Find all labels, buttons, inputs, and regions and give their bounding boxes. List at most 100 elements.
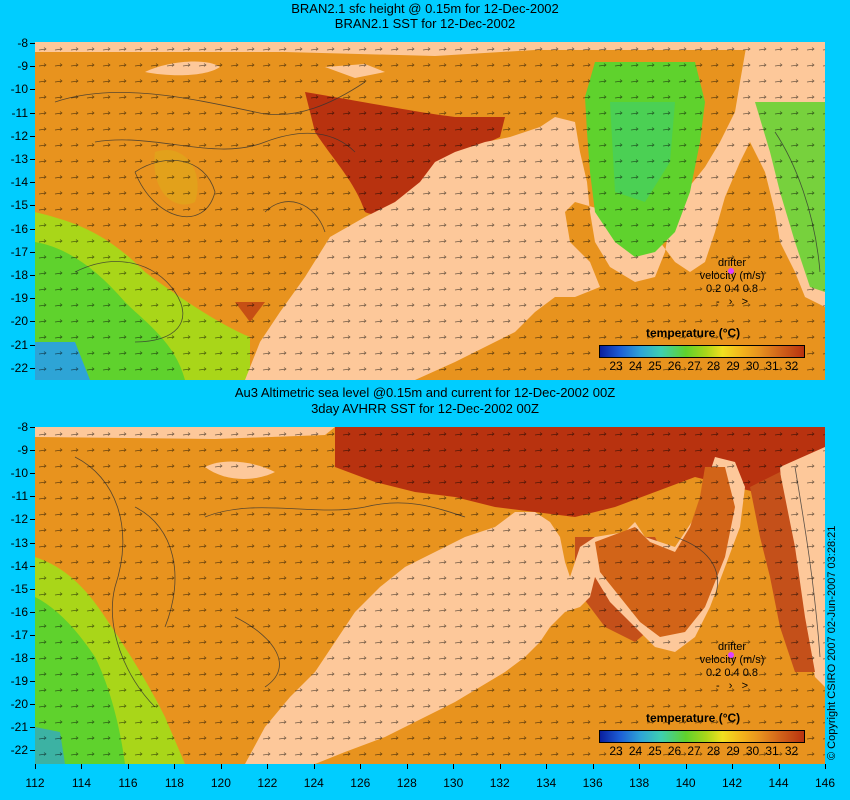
top-colorbar-label: 27 — [687, 359, 701, 373]
drifter-label: drifter — [717, 257, 747, 269]
lon-tick — [732, 764, 734, 769]
lon-label: 140 — [675, 776, 696, 790]
lon-tick — [453, 764, 455, 769]
drifter-scale-labels: 0.2 0.4 0.8 — [706, 283, 758, 295]
bottom-lat-tick — [30, 519, 35, 521]
top-map-title: BRAN2.1 sfc height @ 0.15m for 12-Dec-20… — [291, 1, 559, 16]
top-lat-tick — [30, 159, 35, 160]
lon-label: 146 — [814, 776, 836, 790]
bottom-lat-label: -20 — [10, 697, 28, 712]
top-lat-tick — [30, 275, 35, 276]
bottom-lat-label: -11 — [11, 489, 28, 504]
top-lat-label: -19 — [10, 291, 28, 306]
lon-tick — [360, 764, 362, 769]
top-lat-tick — [30, 251, 35, 253]
top-lat-label: -12 — [10, 128, 28, 143]
top-lat-label: -8 — [17, 36, 28, 50]
bottom-lat-label: -18 — [10, 651, 28, 665]
top-lat-label: -15 — [10, 198, 28, 213]
bottom-colorbar-label: 31 — [765, 744, 779, 758]
top-lat-tick — [30, 205, 35, 207]
top-colorbar-label: 26 — [667, 359, 682, 373]
bottom-lat-label: -12 — [10, 512, 28, 527]
bottom-colorbar-label: 24 — [628, 744, 643, 758]
bottom-lat-tick — [30, 681, 35, 683]
bottom-lat-label: -22 — [10, 743, 28, 758]
lon-label: 122 — [257, 776, 278, 790]
bottom-colorbar — [599, 730, 805, 743]
top-lat-label: -9 — [17, 59, 28, 74]
lon-label: 130 — [443, 776, 464, 790]
lon-tick — [825, 764, 826, 769]
bottom-lat-label: -10 — [10, 466, 28, 481]
lon-label: 114 — [71, 776, 92, 790]
bottom-lat-label: -13 — [10, 535, 28, 550]
drifter-label: drifter — [717, 641, 747, 653]
lon-label: 142 — [722, 776, 743, 790]
top-map-graphic — [35, 42, 825, 380]
bottom-map-subtitle: 3day AVHRR SST for 12-Dec-2002 00Z — [311, 401, 539, 416]
bottom-sst-map[interactable] — [35, 427, 825, 764]
drifter-velocity-label: velocity (m/s) — [699, 654, 765, 666]
bottom-lat-tick — [30, 565, 35, 567]
bottom-lat-tick — [30, 658, 35, 659]
lon-label: 116 — [118, 776, 138, 790]
lon-label: 136 — [582, 776, 603, 790]
top-lat-label: -20 — [10, 314, 28, 329]
bottom-lat-label: -17 — [10, 627, 28, 642]
top-lat-label: -17 — [10, 244, 28, 259]
lon-tick — [313, 764, 315, 769]
bottom-lat-label: -21 — [10, 720, 28, 735]
lon-tick — [592, 764, 594, 769]
lon-label: 132 — [489, 776, 510, 790]
lon-tick — [546, 764, 548, 769]
top-lat-label: -18 — [10, 268, 28, 282]
bottom-lat-tick — [30, 588, 35, 590]
top-lat-label: -14 — [10, 175, 28, 190]
bottom-lat-label: -9 — [17, 443, 28, 458]
bottom-map-title: Au3 Altimetric sea level @0.15m and curr… — [234, 385, 616, 400]
lon-tick — [127, 764, 129, 769]
bottom-drifter-legend: drifter velocity (m/s) 0.2 0.4 0.8 - › > — [677, 641, 787, 693]
top-lat-tick — [30, 321, 35, 323]
copyright-notice: © Copyright CSIRO 2007 02-Jun-2007 03:28… — [826, 525, 838, 760]
top-lat-tick — [30, 135, 35, 137]
top-colorbar-label: 30 — [745, 359, 760, 373]
top-colorbar-label: 29 — [726, 359, 740, 373]
lon-label: 144 — [768, 776, 789, 790]
top-lat-tick — [30, 298, 35, 300]
top-colorbar-title: temperature (°C) — [646, 326, 741, 340]
drifter-scale-labels: 0.2 0.4 0.8 — [706, 667, 758, 679]
bottom-colorbar-label: 26 — [667, 744, 682, 758]
top-lat-tick — [30, 43, 35, 44]
top-colorbar-label: 31 — [765, 359, 779, 373]
top-lat-label: -16 — [10, 221, 28, 236]
lon-tick — [685, 764, 687, 769]
lon-label: 120 — [210, 776, 231, 790]
bottom-lat-tick — [30, 727, 35, 729]
lon-tick — [499, 764, 501, 769]
top-lat-tick — [30, 228, 35, 230]
bottom-colorbar-label: 29 — [726, 744, 740, 758]
top-colorbar-label: 25 — [648, 359, 662, 373]
lon-tick — [220, 764, 222, 769]
bottom-colorbar-label: 25 — [648, 744, 662, 758]
bottom-lat-tick — [30, 450, 35, 452]
bottom-lat-tick — [30, 473, 35, 475]
bottom-map-graphic — [35, 427, 825, 764]
lon-label: 138 — [629, 776, 650, 790]
top-sst-map[interactable] — [35, 42, 825, 380]
bottom-lat-tick — [30, 611, 35, 613]
bottom-colorbar-title: temperature (°C) — [646, 711, 741, 725]
bottom-lat-tick — [30, 704, 35, 706]
bottom-lat-label: -8 — [17, 420, 28, 434]
top-lat-tick — [30, 344, 35, 346]
bottom-colorbar-label: 28 — [706, 744, 721, 758]
lon-tick — [174, 764, 176, 769]
lon-tick — [406, 764, 408, 769]
top-colorbar — [599, 345, 805, 358]
top-lat-tick — [30, 182, 35, 184]
top-colorbar-label: 32 — [784, 359, 799, 373]
lon-tick — [778, 764, 780, 769]
top-lat-tick — [30, 66, 35, 68]
